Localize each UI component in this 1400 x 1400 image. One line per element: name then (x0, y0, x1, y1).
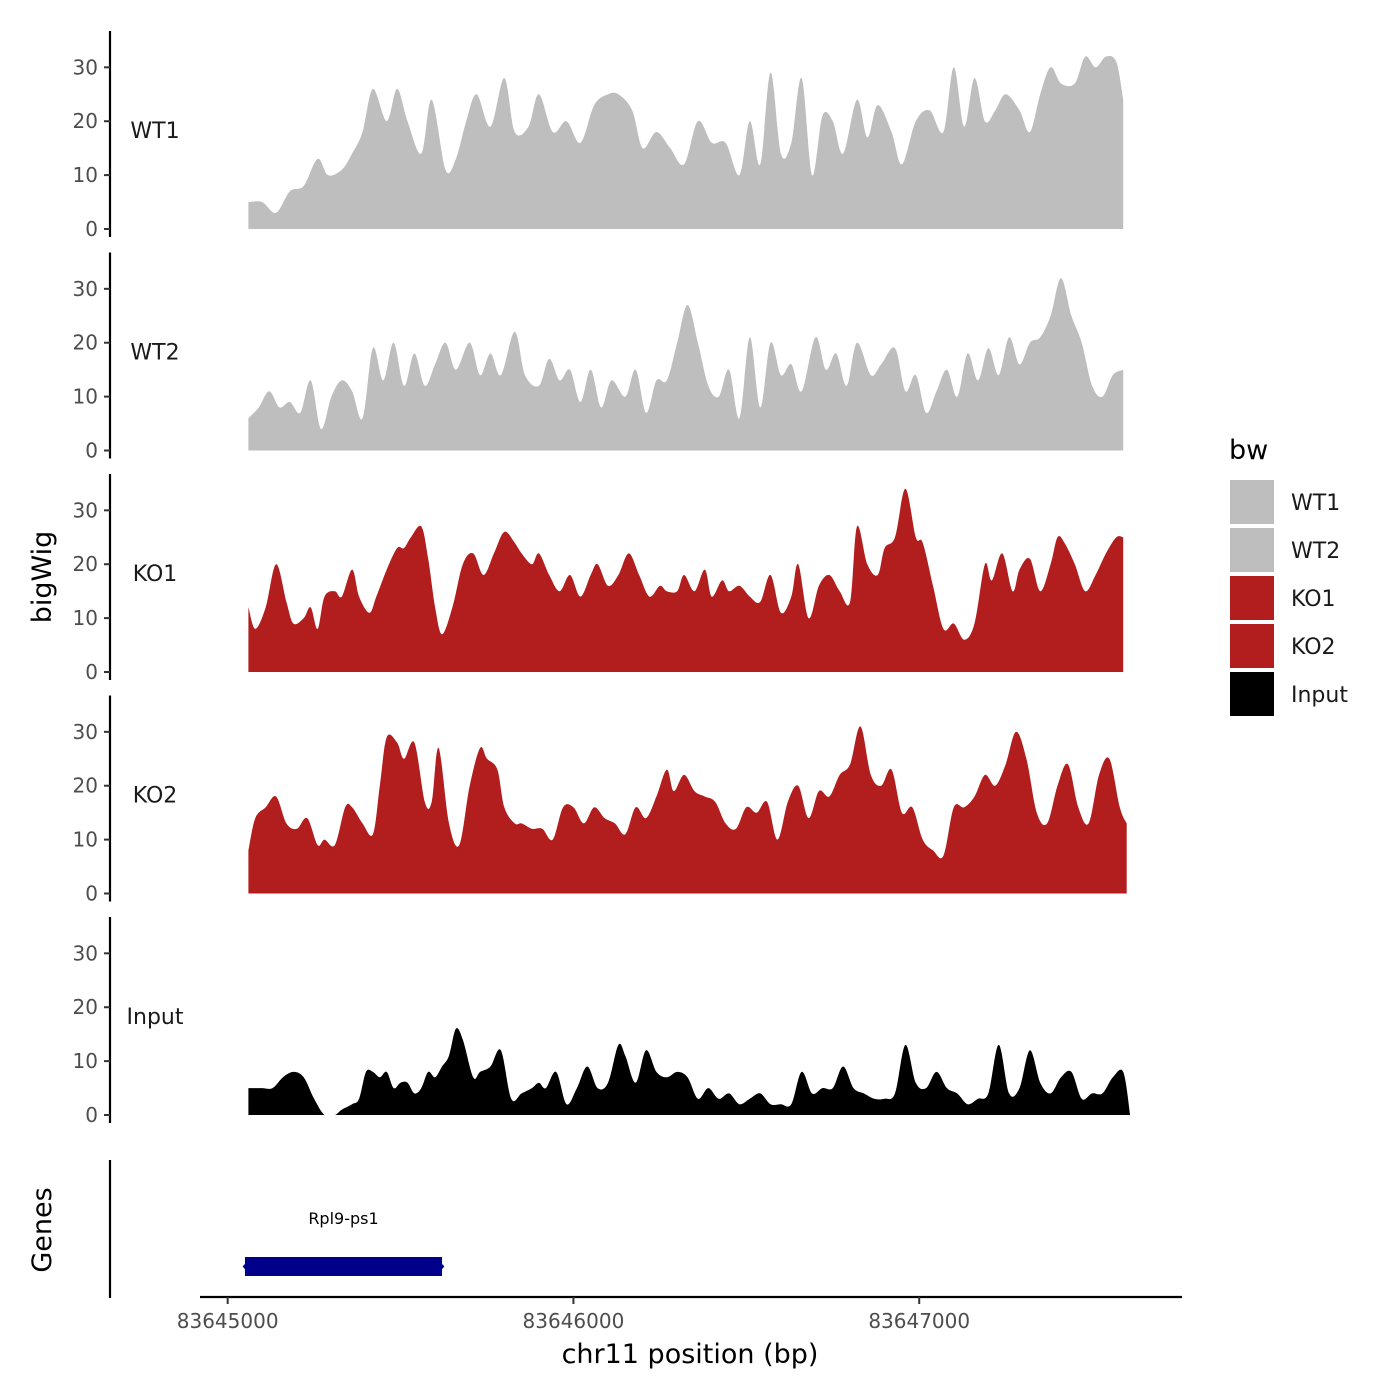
legend-label: WT2 (1291, 539, 1340, 564)
y-axis-title: bigWig (27, 531, 58, 624)
gene-strand-mark (242, 1260, 445, 1273)
y-tick-label: 30 (73, 277, 98, 301)
x-tick-label: 83646000 (523, 1309, 625, 1333)
legend: bw WT1 WT2 KO1 KO2 Input (1229, 435, 1348, 716)
track-panel-wt2: 0 10 20 30 WT2 (73, 252, 1124, 463)
legend-items: WT1 WT2 KO1 KO2 Input (1230, 480, 1348, 716)
y-tick-label: 0 (85, 439, 98, 463)
legend-swatch (1230, 672, 1274, 716)
x-axis-title: chr11 position (bp) (562, 1339, 819, 1370)
y-tick-label: 20 (73, 774, 98, 798)
signal-area-wt2 (248, 278, 1124, 451)
signal-area-ko2 (248, 726, 1127, 894)
legend-label: WT1 (1291, 491, 1340, 516)
track-panel-ko2: 0 10 20 30 KO2 (73, 695, 1127, 906)
legend-label: Input (1291, 683, 1348, 708)
y-tick-label: 0 (85, 1103, 98, 1127)
y-tick-label: 0 (85, 217, 98, 241)
signal-area-ko1 (248, 488, 1124, 672)
track-panel-input: 0 10 20 30 Input (73, 917, 1131, 1127)
genes-panel: Rpl9-ps1 (108, 1160, 445, 1298)
y-tick-label: 10 (73, 828, 98, 852)
x-tick-label: 83645000 (177, 1309, 279, 1333)
legend-label: KO2 (1291, 635, 1336, 660)
track-label-input: Input (127, 1005, 184, 1030)
track-panels: 0 10 20 30 WT1 0 10 20 30 WT2 0 10 20 30 KO1 0 10 20 30 KO2… (73, 31, 1131, 1127)
x-tick-label: 83647000 (868, 1309, 970, 1333)
legend-swatch (1230, 576, 1274, 620)
y-tick-label: 10 (73, 1049, 98, 1073)
signal-area-wt1 (248, 55, 1124, 229)
track-label-wt2: WT2 (130, 341, 179, 366)
legend-item-ko1: KO1 (1230, 576, 1336, 620)
y-tick-label: 30 (73, 941, 98, 965)
track-label-ko2: KO2 (133, 784, 178, 809)
legend-item-ko2: KO2 (1230, 624, 1336, 668)
legend-item-wt1: WT1 (1230, 480, 1340, 524)
legend-swatch (1230, 480, 1274, 524)
genes-axis-title: Genes (27, 1187, 58, 1272)
legend-swatch (1230, 528, 1274, 572)
legend-item-wt2: WT2 (1230, 528, 1340, 572)
legend-title: bw (1229, 435, 1268, 466)
y-tick-label: 30 (73, 498, 98, 522)
legend-label: KO1 (1291, 587, 1336, 612)
track-label-wt1: WT1 (130, 119, 179, 144)
y-tick-label: 30 (73, 720, 98, 744)
gene-label: Rpl9-ps1 (308, 1209, 378, 1228)
track-panel-wt1: 0 10 20 30 WT1 (73, 31, 1124, 241)
y-tick-label: 20 (73, 552, 98, 576)
y-tick-label: 10 (73, 163, 98, 187)
y-tick-label: 20 (73, 331, 98, 355)
y-tick-label: 30 (73, 55, 98, 79)
y-tick-label: 20 (73, 995, 98, 1019)
y-tick-label: 20 (73, 109, 98, 133)
gene-feature (244, 1257, 443, 1276)
track-label-ko1: KO1 (133, 562, 178, 587)
y-tick-label: 0 (85, 660, 98, 684)
y-tick-label: 10 (73, 606, 98, 630)
y-tick-label: 10 (73, 385, 98, 409)
track-panel-ko1: 0 10 20 30 KO1 (73, 474, 1124, 684)
y-tick-label: 0 (85, 882, 98, 906)
signal-area-input (248, 1028, 1131, 1115)
legend-item-input: Input (1230, 672, 1348, 716)
legend-swatch (1230, 624, 1274, 668)
x-axis: 83645000 83646000 83647000 (177, 1295, 1182, 1333)
